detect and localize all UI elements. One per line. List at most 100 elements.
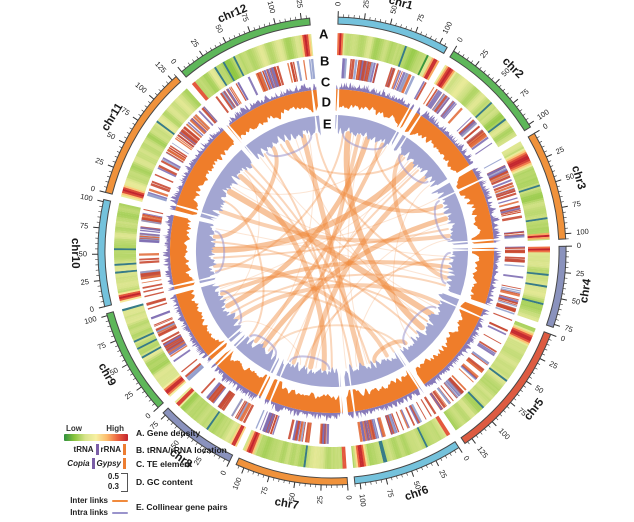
ideogram-chr12 [180,17,311,78]
svg-text:0: 0 [169,57,179,66]
gene-density-track-chr7 [242,429,347,470]
copia-histogram-chr10 [162,214,175,291]
track-letter-D: D [322,95,331,110]
ideogram-chr5 [460,331,552,445]
gene-density-track-chr11 [120,88,202,202]
gene-density-track-chr3 [501,141,550,241]
svg-text:25: 25 [123,389,135,401]
trna-rrna-track-chr1 [341,58,427,101]
svg-text:75: 75 [385,488,396,498]
svg-text:50: 50 [571,296,581,307]
trna-rrna-track-chr2 [423,86,493,155]
svg-text:0: 0 [143,411,152,420]
trna-rrna-track-chr9 [146,297,205,381]
ideogram-chr10 [97,198,113,308]
legend-trna-label: tRNA [73,445,94,454]
svg-text:100: 100 [358,494,368,508]
gc-content-track-chr9 [201,283,243,342]
legend-te-track-label: C. TE element [136,458,193,469]
gypsy-histogram-chr9 [175,289,227,360]
svg-text:100: 100 [83,314,98,326]
gc-content-track-chr6 [344,351,406,387]
gene-density-track-chr5 [443,320,536,431]
legend-gene-density-label: A. Gene density [136,427,201,438]
gypsy-histogram-chr8 [215,349,271,397]
svg-text:75: 75 [259,486,270,496]
ideogram-chr4 [545,245,567,329]
chromosome-label-chr6: chr6 [403,484,430,503]
trna-rrna-track-chr12 [215,58,316,114]
inter-links-swatch [112,499,128,503]
svg-text:25: 25 [315,495,324,504]
legend-row-trna-rrna: tRNA rRNA B. tRNA/rRNA location [50,444,300,455]
copia-histogram-chr4 [485,247,503,307]
gc-content-track-chr11 [200,149,253,221]
svg-text:75: 75 [415,13,426,24]
track-letter-A: A [319,27,329,42]
svg-text:25: 25 [189,37,201,49]
svg-text:50: 50 [412,480,423,491]
chromosome-chr10: 0 25 50 75 100 chr10 [69,192,217,314]
svg-text:100: 100 [133,80,148,95]
gypsy-swatch [123,458,126,469]
legend-low-label: Low [66,424,82,433]
svg-text:50: 50 [213,23,225,35]
gypsy-histogram-chr6 [346,368,420,413]
chromosome-label-chr5: chr5 [522,396,547,423]
ideogram-chr7 [235,457,349,486]
gypsy-histogram-chr12 [227,89,318,144]
legend-row-gc: 0.5 0.3 D. GC content [50,472,300,492]
trna-rrna-track-chr8 [200,377,255,424]
gc-content-track-chr10 [195,221,217,284]
gc-content-track-chr1 [335,115,399,148]
svg-text:50: 50 [105,130,117,142]
ideogram-chr8 [162,407,234,463]
gypsy-histogram-chr11 [175,130,235,215]
copia-histogram-chr8 [210,363,261,402]
legend-gc-track-label: D. GC content [136,477,193,487]
chromosome-chr4: 0 25 50 75 chr4 [446,241,594,334]
gypsy-histogram-chr10 [170,215,196,290]
svg-text:75: 75 [239,12,250,23]
chromosome-label-chr7: chr7 [274,496,300,512]
legend-trna-rrna-track-label: B. tRNA/rRNA location [136,444,227,455]
svg-text:125: 125 [475,444,490,459]
svg-text:50: 50 [287,492,297,502]
copia-histogram-chr2 [416,106,474,166]
svg-text:50: 50 [533,383,545,395]
ideogram-chr11 [104,75,182,195]
svg-text:25: 25 [548,359,560,371]
gene-density-track-chr8 [174,386,247,447]
chromosome-chr7: 0 25 50 75 100 chr7 [230,358,354,512]
legend-inter-links-label: Inter links [70,496,108,505]
rrna-swatch [123,444,126,455]
chromosome-label-chr11: chr11 [100,101,126,133]
legend-row-links: Inter links Intra links E. Collinear gen… [50,495,300,519]
ideogram-chr2 [449,50,532,132]
gypsy-histogram-chr5 [415,301,484,385]
trna-rrna-track-chr6 [357,396,437,442]
svg-text:0: 0 [462,454,472,462]
svg-text:100: 100 [576,227,589,237]
svg-text:25: 25 [478,48,490,60]
svg-text:25: 25 [361,0,371,9]
gene-density-track-chr4 [517,246,551,323]
svg-text:100: 100 [266,0,278,14]
gc-content-track-chr8 [233,334,279,374]
svg-text:25: 25 [554,145,565,157]
legend-gypsy-label: Gypsy [96,459,121,468]
svg-text:75: 75 [120,105,132,117]
gc-content-track-chr4 [446,248,469,296]
legend-gc-high: 0.5 [107,472,119,481]
svg-text:125: 125 [153,60,168,75]
gc-content-track-chr12 [244,115,321,160]
svg-text:0: 0 [541,121,549,131]
